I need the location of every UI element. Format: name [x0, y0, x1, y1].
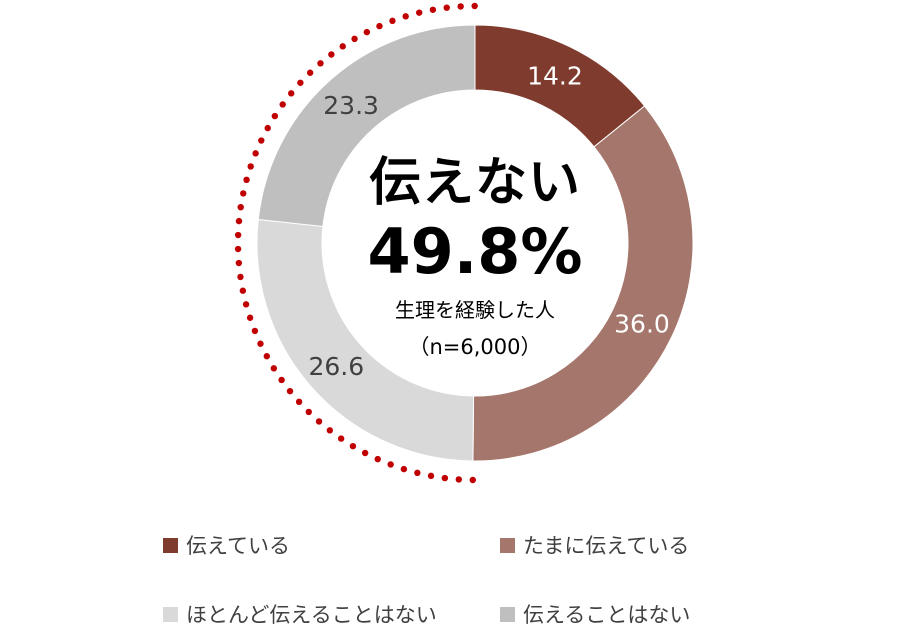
slice-data-label: 36.0 [614, 310, 670, 339]
highlight-arc-dot [258, 137, 265, 144]
highlight-arc-dot [317, 60, 324, 67]
highlight-arc-dot [337, 435, 345, 442]
center-percentage: 49.8% [367, 215, 583, 288]
highlight-arc-dot [387, 461, 394, 468]
highlight-arc-dot [234, 231, 242, 239]
highlight-arc-dot [243, 176, 250, 184]
highlight-arc-dot [270, 365, 278, 372]
highlight-arc-dot [469, 476, 476, 484]
highlight-arc-dot [279, 101, 286, 108]
highlight-arc-dot [295, 398, 303, 406]
highlight-arc-dot [374, 455, 381, 463]
donut-slice-3 [257, 24, 476, 228]
legend-label: ほとんど伝えることはない [186, 603, 437, 627]
highlight-arc-dot [376, 22, 383, 30]
center-sample-size: （n=6,000） [408, 335, 542, 359]
donut-slice-1 [472, 105, 694, 462]
highlight-arc-dot [402, 13, 409, 20]
highlight-arc-dot [237, 273, 244, 281]
highlight-arc-dot [455, 476, 462, 483]
highlight-arc-dot [252, 150, 259, 157]
highlight-arc-dot [251, 327, 259, 335]
slice-data-label: 23.3 [323, 91, 379, 120]
legend-swatch [500, 537, 515, 553]
legend-item-tsutaeteiru: 伝えている [163, 530, 290, 560]
highlight-arc-dot [349, 442, 357, 450]
highlight-arc-dot [328, 51, 335, 58]
legend-label: たまに伝えている [523, 534, 690, 558]
highlight-arc-dot [242, 301, 250, 308]
highlight-arc-dot [306, 69, 314, 76]
legend-swatch [163, 606, 178, 622]
highlight-arc-dot [286, 387, 294, 395]
highlight-arc-dot [288, 90, 295, 97]
legend-swatch [500, 606, 515, 622]
legend-swatch [163, 537, 178, 553]
highlight-arc-dot [271, 112, 279, 120]
highlight-arc-dot [414, 469, 421, 477]
highlight-arc-dot [339, 43, 346, 50]
highlight-arc-dot [240, 190, 247, 197]
highlight-arc-dot [239, 287, 247, 294]
legend-label: 伝えている [186, 534, 290, 558]
donut-slice-2 [256, 218, 475, 462]
highlight-arc-dot [264, 124, 271, 132]
highlight-arc-dot [305, 408, 312, 416]
highlight-arc-dot [235, 217, 243, 225]
highlight-arc-dot [361, 449, 369, 457]
highlight-arc-dot [351, 35, 358, 43]
highlight-arc-dot [400, 465, 408, 473]
legend-item-hotondo: ほとんど伝えることはない [163, 599, 437, 629]
highlight-arc-dot [471, 2, 478, 10]
highlight-arc-dot [443, 4, 450, 11]
highlight-arc-dot [389, 17, 396, 25]
highlight-arc-dot [278, 376, 285, 384]
highlight-arc-dot [297, 79, 304, 86]
highlight-arc-dot [363, 28, 371, 36]
highlight-arc-dot [247, 163, 254, 170]
highlight-arc-dot [246, 314, 254, 321]
highlight-arc-dot [429, 6, 437, 13]
highlight-arc-dot [326, 427, 334, 434]
highlight-arc-dot [441, 474, 449, 482]
highlight-arc-dot [237, 203, 244, 211]
slice-data-label: 26.6 [309, 352, 365, 381]
highlight-arc-dot [257, 340, 264, 347]
legend-label: 伝えることはない [523, 603, 691, 627]
legend-item-tamani: たまに伝えている [500, 530, 689, 560]
highlight-arc-dot [427, 472, 435, 480]
legend-item-never: 伝えることはない [500, 599, 690, 629]
highlight-arc-dot [235, 259, 243, 267]
slice-data-label: 14.2 [527, 62, 583, 91]
highlight-arc-dot [234, 245, 242, 253]
highlight-arc-dot [263, 353, 270, 360]
highlight-arc-dot [457, 3, 464, 10]
center-subtitle: 生理を経験した人 [395, 298, 555, 322]
highlight-arc-dot [416, 9, 423, 16]
highlight-arc-dot [315, 418, 323, 425]
center-title: 伝えない [368, 153, 581, 213]
